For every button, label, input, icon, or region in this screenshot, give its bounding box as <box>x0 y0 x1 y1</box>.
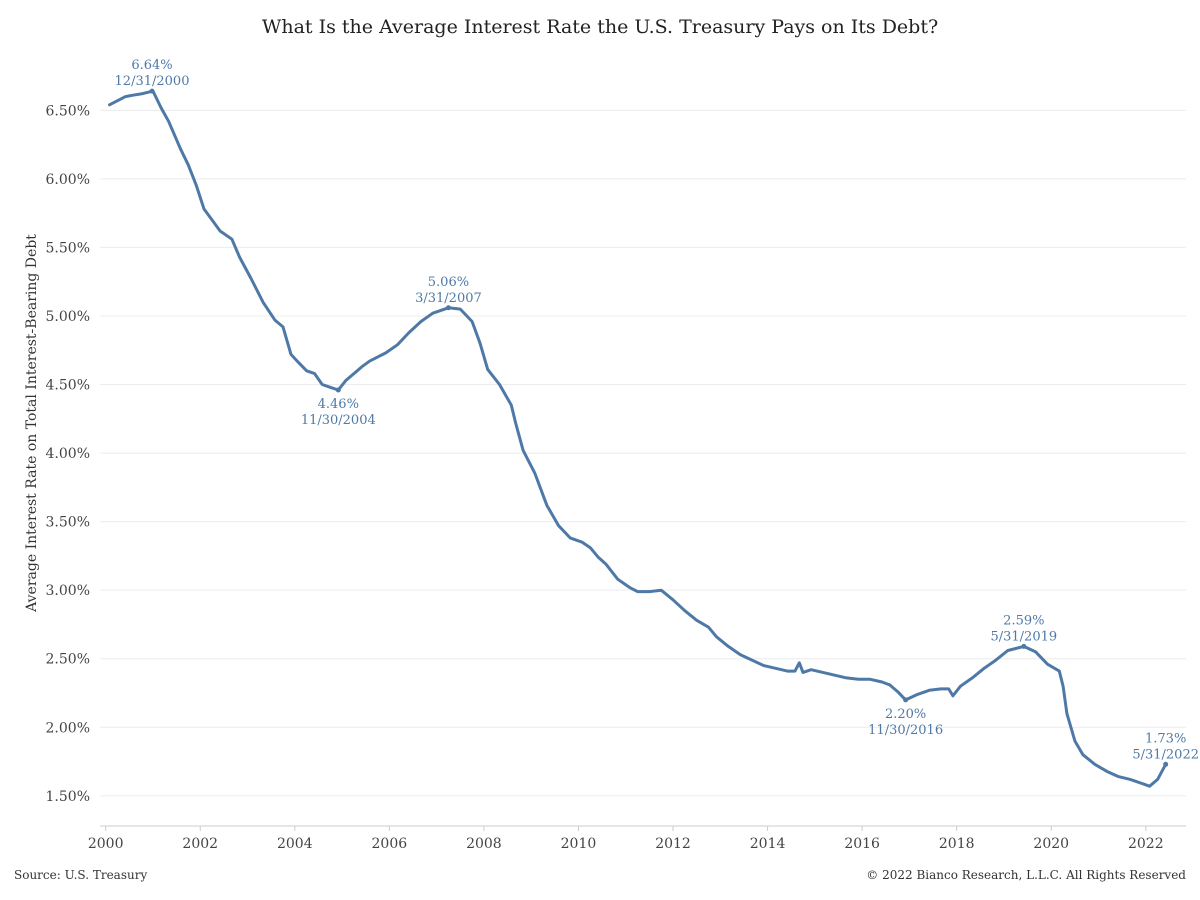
annotations: 6.64%12/31/2000 4.46%11/30/2004 5.06%3/31/… <box>115 58 1199 767</box>
series <box>108 89 1168 788</box>
chart-title: What Is the Average Interest Rate the U.… <box>261 16 939 38</box>
x-tick-label: 2020 <box>1033 836 1069 852</box>
gridlines <box>100 109 1186 797</box>
x-tick-label: 2006 <box>372 836 408 852</box>
y-tick-label: 2.00% <box>46 720 90 736</box>
annotation-date: 11/30/2004 <box>301 413 376 428</box>
y-tick-label: 1.50% <box>46 789 90 805</box>
annotation-value: 2.20% <box>885 707 926 722</box>
x-tick-label: 2022 <box>1128 836 1164 852</box>
annotation-value: 2.59% <box>1003 613 1044 628</box>
x-tick-label: 2014 <box>750 836 786 852</box>
annotation-date: 12/31/2000 <box>115 74 190 89</box>
y-tick-label: 5.00% <box>46 309 90 325</box>
x-tick-label: 2004 <box>277 836 313 852</box>
y-axis: 1.50% 2.00% 2.50% 3.00% 3.50% 4.00% 4.50% 5.00%… <box>46 103 90 805</box>
x-tick-label: 2008 <box>466 836 502 852</box>
annotation-date: 5/31/2022 <box>1132 747 1199 762</box>
x-tick-label: 2016 <box>844 836 880 852</box>
x-tick-label: 2010 <box>561 836 597 852</box>
annotation-marker <box>903 697 909 703</box>
annotation-marker <box>445 305 451 311</box>
annotation-marker <box>1163 761 1169 767</box>
source-note: Source: U.S. Treasury <box>14 868 148 882</box>
y-tick-label: 6.00% <box>46 172 90 188</box>
annotation-marker <box>149 88 155 94</box>
y-tick-label: 4.50% <box>46 378 90 394</box>
x-axis: 2000 2002 2004 2006 2008 2010 2012 2014 2016 2018… <box>88 826 1164 852</box>
annotation-date: 3/31/2007 <box>415 291 482 306</box>
x-tick-label: 2000 <box>88 836 124 852</box>
annotation-value: 4.46% <box>318 397 359 412</box>
annotation-marker <box>1021 643 1027 649</box>
annotation-value: 6.64% <box>131 58 172 73</box>
y-tick-label: 4.00% <box>46 446 90 462</box>
copyright-note: © 2022 Bianco Research, L.L.C. All Right… <box>866 868 1186 882</box>
y-tick-label: 5.50% <box>46 240 90 256</box>
y-tick-label: 6.50% <box>46 103 90 119</box>
x-tick-label: 2018 <box>939 836 975 852</box>
annotation-value: 5.06% <box>428 275 469 290</box>
y-tick-label: 3.50% <box>46 515 90 531</box>
y-tick-label: 3.00% <box>46 583 90 599</box>
series-line <box>108 89 1168 788</box>
y-tick-label: 2.50% <box>46 652 90 668</box>
annotation-date: 11/30/2016 <box>868 723 943 738</box>
x-tick-label: 2002 <box>182 836 218 852</box>
annotation-marker <box>335 387 341 393</box>
y-axis-label: Average Interest Rate on Total Interest-… <box>24 234 40 613</box>
annotation-value: 1.73% <box>1145 731 1186 746</box>
x-tick-label: 2012 <box>655 836 691 852</box>
annotation-date: 5/31/2019 <box>990 629 1057 644</box>
